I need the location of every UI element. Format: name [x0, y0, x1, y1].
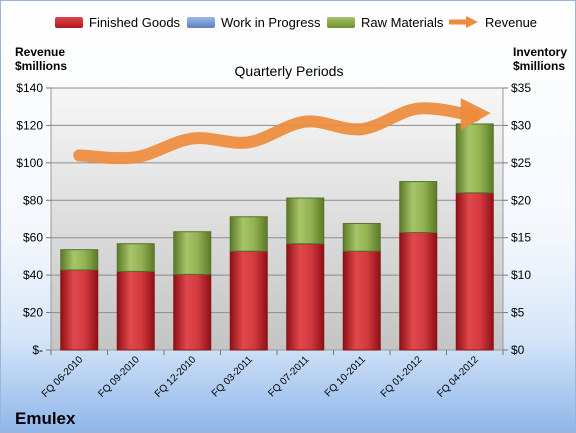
bar-finished-goods: [60, 269, 99, 351]
x-tick-label: FQ 04-2012: [435, 354, 481, 400]
bar-raw-materials: [173, 231, 212, 275]
left-tick-label: $40: [23, 268, 43, 282]
legend: Finished Goods Work in Progress Raw Mate…: [1, 11, 575, 33]
bar-finished-goods: [286, 243, 325, 351]
x-tick-label: FQ 09-2010: [96, 354, 142, 400]
left-tick-label: $120: [16, 118, 43, 132]
bar-finished-goods: [342, 250, 381, 351]
legend-raw-materials: Raw Materials: [327, 15, 443, 30]
right-axis-title-line1: Inventory: [513, 45, 568, 59]
revenue-arrow-icon: [447, 16, 478, 28]
bar-raw-materials: [399, 181, 438, 233]
legend-work-in-progress-label: Work in Progress: [221, 15, 321, 30]
right-tick-label: $0: [511, 343, 525, 357]
raw-materials-swatch: [327, 17, 355, 28]
left-axis-title: Revenue $millions: [15, 45, 67, 73]
finished-goods-swatch: [55, 17, 83, 28]
company-name: Emulex: [15, 409, 76, 428]
work-in-progress-swatch: [187, 17, 215, 28]
legend-revenue-label: Revenue: [485, 15, 538, 30]
left-tick-label: $20: [23, 306, 43, 320]
x-tick-label: FQ 06-2010: [40, 354, 86, 400]
left-tick-label: $-: [32, 343, 43, 357]
legend-raw-materials-label: Raw Materials: [361, 15, 444, 30]
legend-revenue: Revenue: [447, 15, 538, 30]
bar-finished-goods: [455, 192, 494, 351]
right-tick-label: $20: [511, 193, 531, 207]
x-tick-label: FQ 03-2011: [210, 354, 255, 399]
x-tick-label: FQ 07-2011: [266, 354, 311, 399]
legend-work-in-progress: Work in Progress: [187, 15, 320, 30]
right-axis-title-line2: $millions: [513, 59, 566, 73]
left-axis-title-line1: Revenue: [15, 45, 66, 59]
bar-raw-materials: [286, 197, 325, 245]
right-tick-label: $25: [511, 156, 531, 170]
x-tick-label: FQ 12-2010: [153, 354, 199, 400]
left-tick-label: $100: [16, 156, 43, 170]
bar-raw-materials: [229, 216, 268, 252]
revenue-arrowhead: [460, 98, 491, 131]
bar-raw-materials: [342, 222, 381, 252]
chart-title: Quarterly Periods: [234, 63, 344, 79]
bar-finished-goods: [173, 273, 212, 351]
bar-finished-goods: [399, 231, 438, 351]
right-tick-label: $10: [511, 268, 531, 282]
right-axis-title: Inventory $millions: [513, 45, 567, 73]
bar-raw-materials: [116, 243, 155, 272]
bar-finished-goods: [229, 250, 268, 351]
right-tick-label: $5: [511, 306, 525, 320]
x-tick-label: FQ 10-2011: [323, 354, 368, 399]
bar-raw-materials: [60, 249, 99, 271]
right-tick-label: $35: [511, 81, 531, 95]
bar-finished-goods: [116, 270, 155, 351]
bar-raw-materials: [455, 123, 494, 194]
left-tick-label: $80: [23, 193, 43, 207]
left-axis-title-line2: $millions: [15, 59, 68, 73]
legend-finished-goods-label: Finished Goods: [89, 15, 181, 30]
left-tick-label: $60: [23, 231, 43, 245]
revenue-line: [73, 102, 481, 165]
right-tick-label: $15: [511, 231, 531, 245]
left-tick-label: $140: [16, 81, 43, 95]
x-tick-label: FQ 01-2012: [379, 354, 425, 400]
legend-finished-goods: Finished Goods: [55, 15, 180, 30]
right-tick-label: $30: [511, 118, 531, 132]
